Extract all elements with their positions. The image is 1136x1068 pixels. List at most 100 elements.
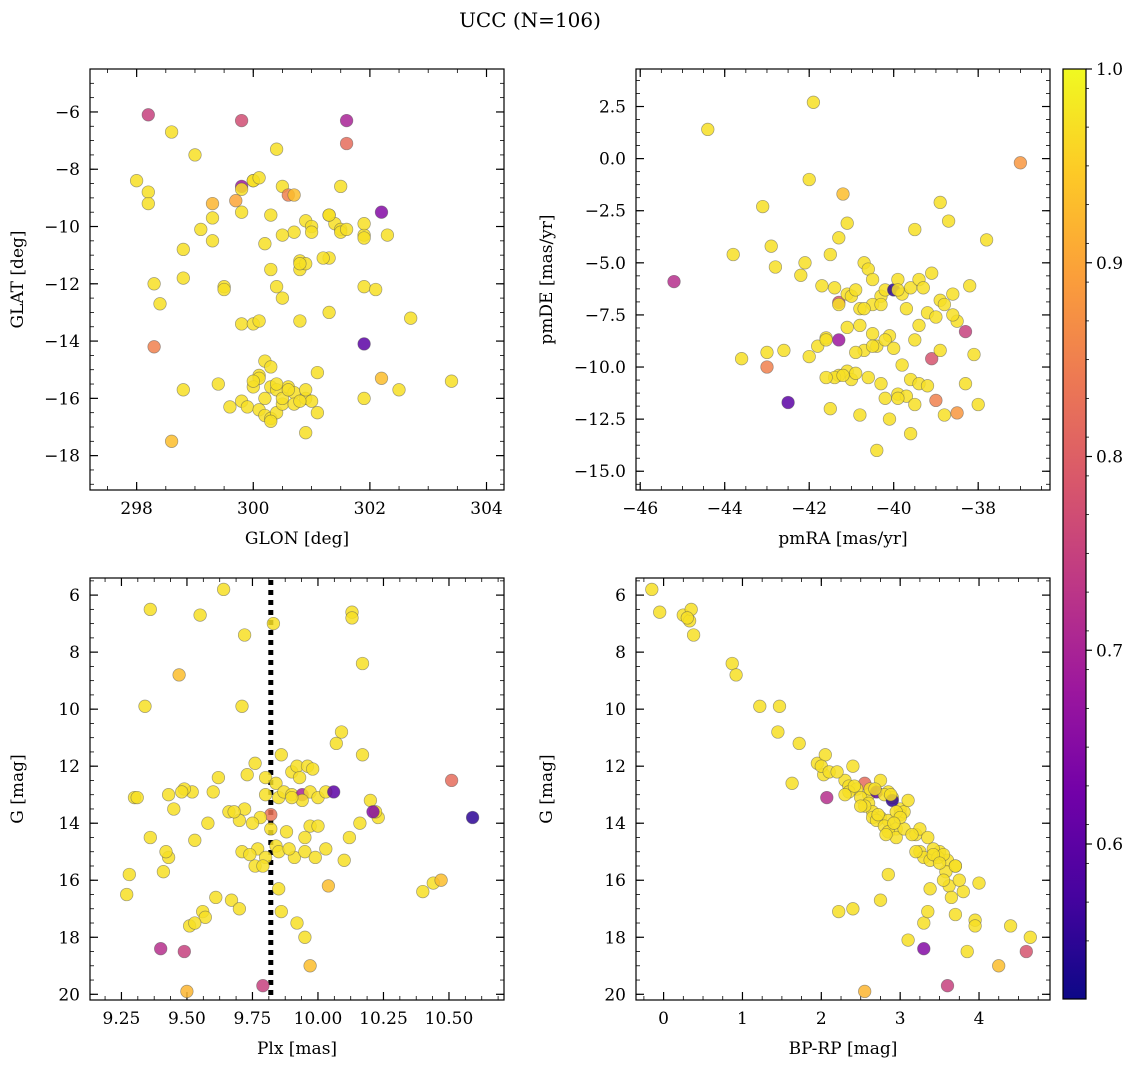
data-point [865, 339, 880, 353]
data-point [434, 873, 448, 887]
data-point [298, 830, 312, 845]
data-point [963, 279, 977, 293]
data-point [355, 656, 370, 671]
x-tick-label: −38 [960, 499, 996, 519]
data-point [342, 830, 357, 845]
data-point [293, 394, 307, 408]
data-point [882, 412, 897, 426]
data-point [792, 736, 806, 751]
data-point [339, 222, 354, 237]
data-point [979, 233, 994, 247]
y-tick-label: −10 [44, 218, 80, 238]
y-tick-label: 16 [604, 871, 626, 891]
data-point [865, 272, 880, 287]
data-point [299, 383, 313, 397]
data-point [308, 850, 322, 865]
y-tick-label: −10.0 [574, 358, 626, 378]
y-tick-label: 6 [69, 586, 80, 606]
data-point [322, 305, 336, 320]
panel-proper-motion: −46 −44 −42 −40 −38 −15.0 −12.5 −10.0 −7.5 −5.0 −2… [537, 68, 1051, 549]
data-point [355, 748, 370, 762]
data-point [143, 830, 157, 845]
data-point [363, 793, 378, 808]
data-point [164, 125, 179, 139]
data-point [264, 262, 278, 277]
data-point [815, 279, 829, 293]
data-point [337, 853, 351, 867]
x-tick-label: 4 [974, 1009, 985, 1029]
data-point [194, 222, 208, 237]
y-tick-label: −16 [44, 389, 80, 409]
data-point [725, 656, 739, 671]
data-point [256, 859, 270, 873]
data-point [764, 239, 778, 253]
data-point [224, 893, 239, 907]
data-point [240, 768, 254, 782]
data-point [205, 196, 220, 211]
data-point [147, 277, 161, 291]
data-point [832, 231, 846, 245]
colorbar-gradient [1062, 68, 1087, 1000]
data-point [153, 297, 167, 311]
data-point [967, 347, 981, 362]
data-point [234, 317, 249, 331]
y-tick-label: −14 [44, 332, 80, 352]
data-point [176, 271, 190, 285]
y-tick-label: 20 [604, 985, 626, 1005]
data-point [944, 890, 959, 905]
data-point [836, 368, 850, 383]
x-tick-label: 9.25 [103, 1009, 141, 1029]
data-point [240, 400, 255, 414]
data-point [130, 790, 144, 805]
y-tick-label: −7.5 [585, 306, 626, 326]
data-point [823, 402, 837, 416]
data-point [234, 205, 249, 219]
data-point [734, 352, 749, 366]
data-point [871, 808, 885, 822]
data-point [229, 194, 243, 208]
data-point [223, 400, 237, 414]
data-point [909, 845, 923, 859]
data-point [141, 108, 155, 122]
data-point [345, 611, 359, 625]
data-point [868, 782, 882, 796]
data-point [298, 930, 312, 944]
data-point [798, 256, 812, 270]
data-point [847, 779, 862, 793]
data-point [948, 907, 963, 922]
data-point [933, 343, 947, 358]
data-point [269, 776, 283, 790]
data-point [917, 942, 931, 956]
data-point [258, 391, 272, 406]
data-point [878, 333, 892, 347]
data-point [217, 282, 231, 297]
data-point [258, 788, 273, 802]
data-point [901, 793, 915, 808]
data-point [465, 810, 480, 825]
data-point [992, 959, 1006, 973]
y-tick-label: −18 [44, 447, 80, 467]
data-point [726, 247, 740, 262]
colorbar-tick-label: 0.6 [1096, 835, 1123, 855]
data-point [292, 770, 307, 785]
x-tick-label: 9.75 [234, 1009, 272, 1029]
data-point [234, 182, 249, 196]
data-point [887, 816, 901, 830]
data-point [903, 427, 918, 441]
y-tick-label: 20 [58, 985, 80, 1005]
x-axis-label: pmRA [mas/yr] [778, 529, 907, 549]
data-point [416, 884, 430, 899]
figure-title: UCC (N=106) [459, 8, 601, 32]
y-tick-label: 8 [69, 643, 80, 663]
data-point [201, 816, 215, 830]
data-point [830, 765, 844, 779]
x-tick-label: −44 [707, 499, 743, 519]
y-tick-label: 14 [604, 814, 626, 834]
data-point [952, 873, 966, 887]
data-point [164, 434, 179, 448]
data-point [311, 819, 325, 833]
data-point [321, 879, 336, 893]
data-point [946, 308, 960, 322]
data-point [794, 268, 808, 282]
